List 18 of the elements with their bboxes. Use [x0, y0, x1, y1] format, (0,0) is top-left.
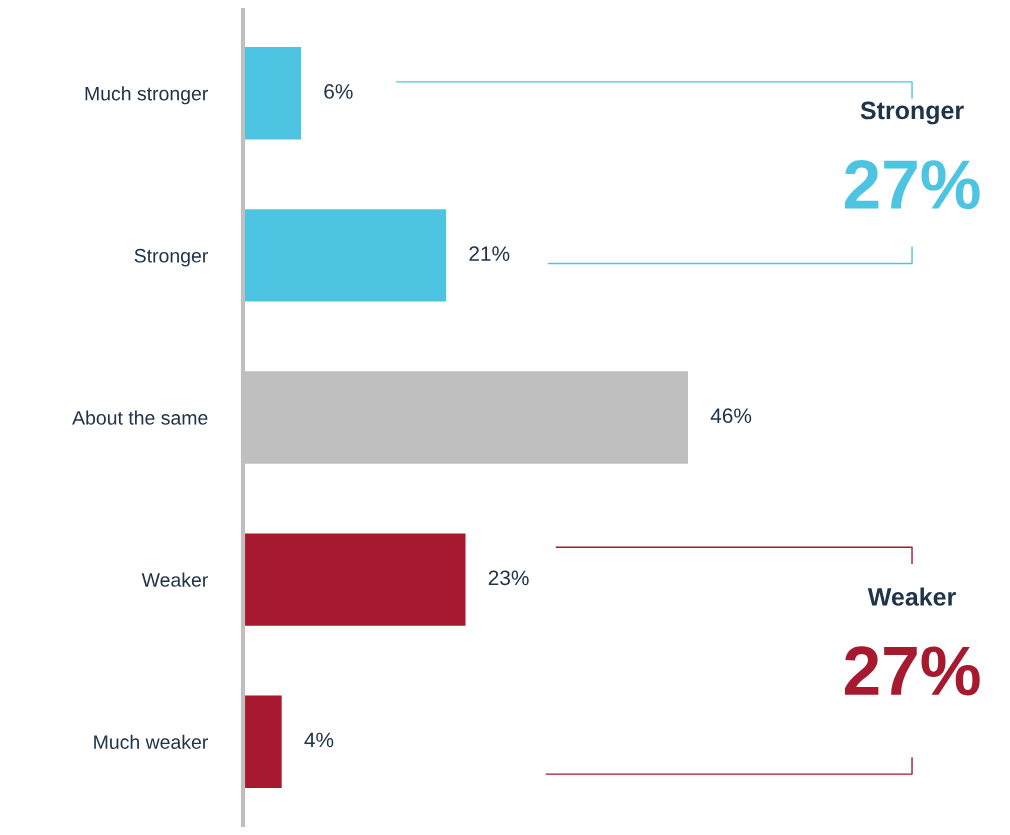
data-label: 6%: [324, 84, 353, 99]
y-tick-label: Much weaker: [94, 734, 208, 749]
bar: [243, 47, 302, 140]
y-tick-label: Much stronger: [85, 86, 208, 105]
data-label: 46%: [710, 408, 752, 424]
text: 27%: [844, 646, 980, 696]
data-label: 4%: [304, 732, 334, 748]
text: Stronger: [860, 101, 964, 125]
y-tick-label: About the same: [72, 410, 208, 425]
data-label: 23%: [488, 570, 529, 586]
bar: [243, 209, 447, 302]
text: Weaker: [867, 587, 956, 606]
y-tick-label: Stronger: [134, 248, 208, 267]
y-tick-label: Weaker: [141, 572, 208, 587]
bar: [243, 533, 466, 626]
text: 27%: [844, 160, 980, 210]
data-label: 21%: [469, 246, 510, 261]
bar: [243, 695, 282, 788]
